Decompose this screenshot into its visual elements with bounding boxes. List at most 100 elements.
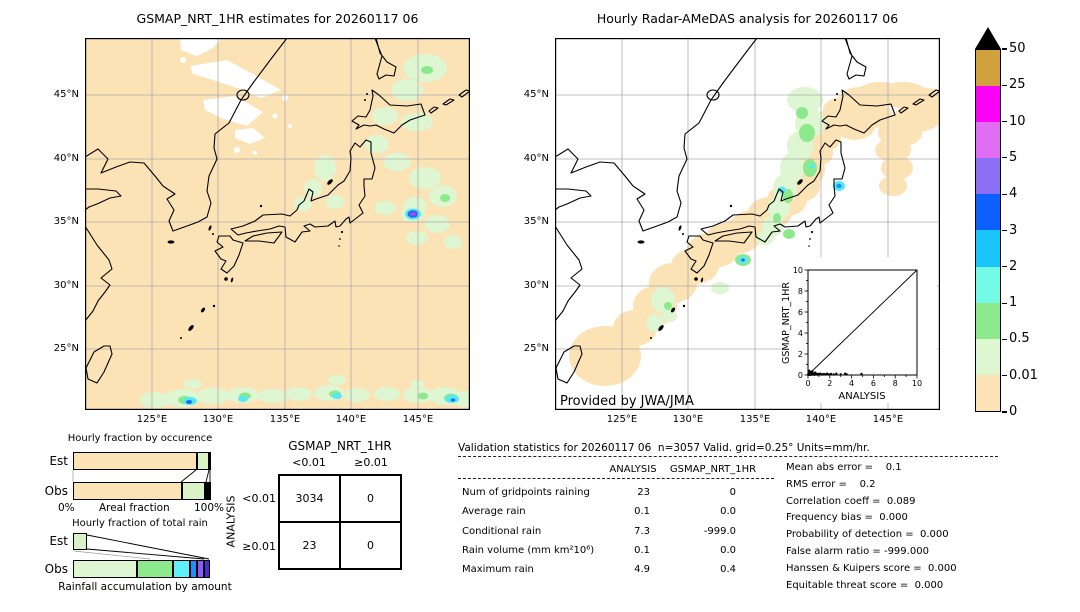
- scatter-point: [845, 373, 848, 376]
- contingency-cell-misses: 23: [279, 522, 340, 569]
- colorbar-tick: [1002, 48, 1007, 50]
- colorbar-segment: [976, 338, 1000, 375]
- contingency-row-label-ge: ≥0.01: [242, 540, 276, 553]
- inset-y-tick-label: 4: [798, 329, 803, 338]
- areal-fraction-label: Areal fraction: [98, 502, 170, 514]
- scatter-point: [829, 372, 833, 376]
- bar-segment: [207, 482, 210, 500]
- colorbar-tick-label: 4: [1009, 186, 1018, 202]
- bar-segment: [73, 560, 138, 578]
- inset-x-tick-label: 4: [849, 379, 854, 388]
- validation-header: Validation statistics for 20260117 06 n=…: [458, 442, 870, 454]
- colorbar-tick: [1002, 411, 1007, 413]
- latitude-tick-label: 30°N: [53, 280, 79, 291]
- bar-segment: [73, 533, 87, 550]
- colorbar-segment: [976, 158, 1000, 195]
- areal-fraction-min: 0%: [58, 502, 75, 514]
- stat-value: 7.3: [634, 525, 650, 537]
- intense-rain-cells: [738, 163, 845, 264]
- longitude-tick-label: 140°E: [335, 414, 367, 425]
- latitude-tick-label: 25°N: [523, 343, 549, 354]
- longitude-tick-label: 145°E: [402, 414, 434, 425]
- colorbar-segment: [976, 302, 1000, 339]
- score-line: Equitable threat score = 0.000: [786, 579, 944, 591]
- contingency-row-label-lt: <0.01: [242, 492, 276, 505]
- colorbar-tick: [1002, 229, 1007, 232]
- colorbar-tick-label: 5: [1009, 149, 1018, 165]
- inset-y-tick-label: 8: [798, 287, 803, 296]
- stats-col-header-gsmap: GSMAP_NRT_1HR: [669, 464, 757, 475]
- scatter-point: [835, 372, 838, 375]
- colorbar-tick-label: 0: [1009, 404, 1018, 419]
- score-line: Probability of detection = 0.000: [786, 529, 949, 541]
- stat-value: -999.0: [703, 525, 736, 537]
- longitude-tick-label: 130°E: [672, 414, 704, 425]
- stat-value: 0.0: [720, 506, 736, 518]
- map-frame: [85, 38, 470, 410]
- occurrence-obs-bar: [73, 482, 212, 500]
- colorbar-tick: [1002, 84, 1007, 86]
- bar-segment: [208, 452, 211, 470]
- scatter-point: [832, 373, 835, 376]
- inset-y-tick-label: 6: [798, 308, 803, 317]
- occurrence-est-bar: [73, 452, 211, 470]
- stat-value: Maximum rain: [462, 564, 534, 576]
- colorbar-segment: [976, 230, 1000, 267]
- inset-y-tick-label: 0: [798, 371, 803, 380]
- longitude-tick-label: 145°E: [872, 414, 904, 425]
- contingency-column-group-label: GSMAP_NRT_1HR: [288, 439, 392, 453]
- colorbar-segment: [976, 266, 1000, 303]
- colorbar-tick-label: 10: [1009, 113, 1026, 129]
- right-map-title: Hourly Radar-AMeDAS analysis for 2026011…: [596, 11, 899, 26]
- total-rain-obs-bar: [73, 560, 210, 578]
- occurrence-panel-title: Hourly fraction by occurence: [67, 433, 213, 444]
- left-map-title: GSMAP_NRT_1HR estimates for 20260117 06: [136, 11, 419, 26]
- latitude-tick-label: 40°N: [523, 153, 549, 164]
- stat-value: 0: [729, 487, 736, 498]
- longitude-tick-label: 130°E: [202, 414, 234, 425]
- total-rain-est-label: Est: [49, 534, 68, 548]
- bar-segment: [196, 452, 209, 470]
- divider-dashed-subheader: [458, 478, 774, 479]
- colorbar-tick: [1002, 375, 1007, 377]
- stat-value: Rain volume (mm km²10⁶): [462, 544, 595, 556]
- stat-value: 0.0: [720, 544, 736, 556]
- latitude-tick-label: 25°N: [53, 343, 79, 354]
- score-line: False alarm ratio = -999.000: [786, 545, 929, 557]
- bar-segment: [73, 482, 182, 500]
- longitude-tick-label: 135°E: [739, 414, 771, 425]
- stat-row: Rain volume (mm km²10⁶) 0.1 0.0: [458, 545, 768, 561]
- inset-x-tick-label: 6: [871, 379, 876, 388]
- identity-line: [807, 269, 918, 376]
- colorbar-tick: [1002, 157, 1007, 159]
- score-line: Correlation coeff = 0.089: [786, 495, 916, 507]
- latitude-tick-label: 45°N: [523, 89, 549, 100]
- colorbar-tick-label: 0.01: [1009, 367, 1038, 383]
- contingency-cell-hits: 0: [340, 522, 401, 569]
- latitude-tick-label: 35°N: [523, 216, 549, 227]
- contingency-col-label-lt: <0.01: [292, 456, 326, 469]
- total-rain-panel-title: Hourly fraction of total rain: [72, 518, 208, 529]
- intense-rain-cells: [183, 208, 459, 405]
- latitude-tick-label: 35°N: [53, 216, 79, 227]
- map-frame: [555, 38, 940, 410]
- moderate-rain-patches: [664, 107, 817, 310]
- colorbar-tick-label: 1: [1009, 295, 1018, 311]
- stat-row: Conditional rain 7.3 -999.0: [458, 526, 768, 542]
- inset-scatter-plot: ANALYSIS GSMAP_NRT_1HR 0 2 4 6 8 10 0 2 4 6 8 10: [781, 257, 937, 403]
- latitude-tick-label: 40°N: [53, 153, 79, 164]
- contingency-cell-false-alarms: 0: [340, 475, 401, 522]
- scatter-point: [839, 373, 842, 376]
- contingency-table: 3034 0 23 0: [278, 474, 402, 570]
- graticule: [85, 38, 470, 410]
- score-list: Mean abs error = 0.1 RMS error = 0.2 Corre…: [786, 462, 957, 596]
- colorbar-tick-label: 50: [1009, 41, 1026, 56]
- colorbar-segment: [976, 122, 1000, 159]
- total-rain-est-bar: [73, 533, 210, 550]
- bar-segment: [209, 482, 212, 500]
- inset-x-axis-label: ANALYSIS: [838, 391, 885, 402]
- colorbar-tick: [1002, 121, 1007, 123]
- inset-y-tick-label: 10: [793, 266, 803, 275]
- colorbar-segment: [976, 374, 1000, 411]
